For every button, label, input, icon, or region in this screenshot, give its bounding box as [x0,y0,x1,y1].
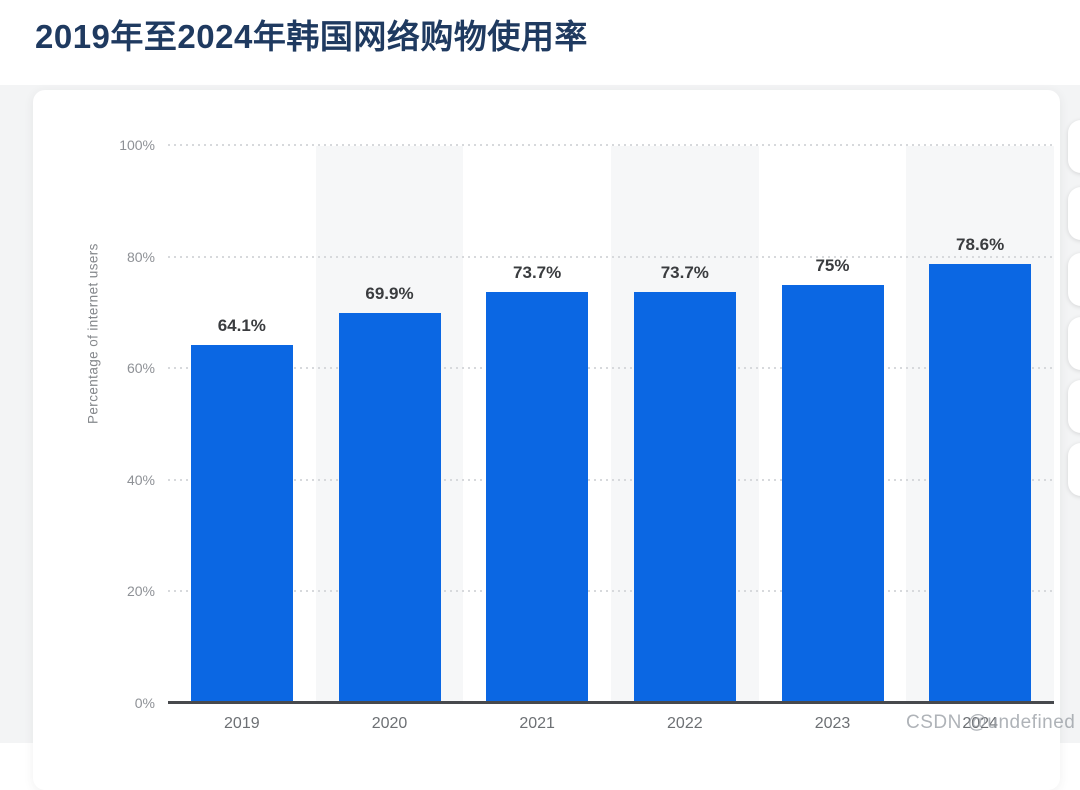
y-tick-label-60: 60% [126,360,155,377]
floating-action-button[interactable] [1068,317,1080,370]
floating-action-button[interactable] [1068,443,1080,496]
bar-2021 [486,291,589,703]
bar-value-label-2021: 73.7% [513,262,562,282]
bar-2022 [633,291,736,703]
x-tick-label-2023: 2023 [814,715,851,732]
bar-2023 [781,284,884,703]
x-tick-label-2019: 2019 [224,715,260,732]
gridline-100 [168,144,1054,146]
bar-value-label-2023: 75% [815,255,850,275]
bar-value-label-2020: 69.9% [365,283,414,303]
bar-2019 [190,345,293,703]
x-axis-line [168,701,1054,704]
page-title: 2019年至2024年韩国网络购物使用率 [35,18,588,55]
chart-card: Percentage of internet users 0% 20% 40% 60%… [33,90,1060,790]
floating-action-button[interactable] [1068,187,1080,240]
gridline-20 [168,590,1054,593]
watermark: CSDN @undefined [906,712,1076,733]
bar-2024 [929,264,1032,703]
y-tick-label-0: 0% [134,695,155,711]
y-tick-label-20: 20% [126,583,155,600]
floating-action-button[interactable] [1068,253,1080,306]
gridline-40 [168,478,1054,481]
x-tick-label-2024: 2024 [962,715,998,732]
gridline-80 [168,255,1054,258]
x-tick-label-2020: 2020 [371,715,408,732]
gridline-60 [168,367,1054,370]
bar-value-label-2022: 73.7% [660,262,709,282]
floating-action-button[interactable] [1068,120,1080,173]
floating-action-button[interactable] [1068,380,1080,433]
y-tick-label-40: 40% [126,471,155,488]
y-tick-label-100: 100% [119,137,155,153]
x-tick-label-2021: 2021 [519,715,555,732]
bar-2020 [338,312,441,703]
bar-value-label-2024: 78.6% [956,235,1005,255]
bar-value-label-2019: 64.1% [217,316,266,336]
x-tick-label-2022: 2022 [667,715,703,732]
y-tick-label-80: 80% [126,248,155,265]
